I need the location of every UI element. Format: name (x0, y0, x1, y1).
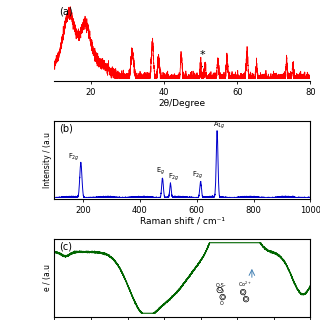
Y-axis label: Intensity / (a.u: Intensity / (a.u (43, 132, 52, 188)
Text: A$_{1g}$: A$_{1g}$ (213, 119, 225, 131)
Text: *: * (200, 50, 205, 60)
Text: (a): (a) (60, 6, 73, 16)
Text: F$_{2g}$: F$_{2g}$ (192, 169, 204, 181)
Text: (b): (b) (60, 124, 73, 133)
Text: Co$^{2+}$
|
O: Co$^{2+}$ | O (238, 280, 252, 301)
Text: O: O (241, 290, 245, 295)
Text: (c): (c) (60, 242, 73, 252)
Text: O: O (244, 297, 248, 302)
Text: O: O (221, 294, 225, 300)
Text: F$_{2g}$: F$_{2g}$ (68, 151, 80, 163)
Text: O-S-
O
|
O: O-S- O | O (216, 283, 227, 306)
Text: F$_{2g}$: F$_{2g}$ (168, 172, 179, 183)
Text: O: O (218, 287, 221, 292)
X-axis label: 2θ/Degree: 2θ/Degree (159, 99, 206, 108)
Text: E$_{g}$: E$_{g}$ (156, 166, 165, 177)
X-axis label: Raman shift / cm⁻¹: Raman shift / cm⁻¹ (140, 217, 225, 226)
Y-axis label: e / (a.u: e / (a.u (43, 265, 52, 292)
